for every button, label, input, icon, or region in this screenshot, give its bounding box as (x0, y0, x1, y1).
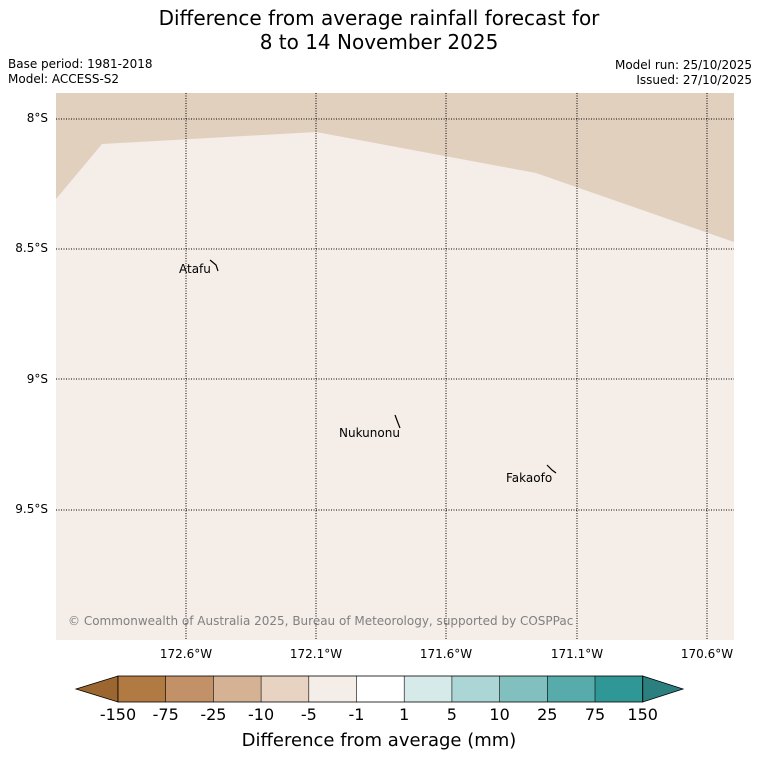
lon-label-172-6: 172.6°W (159, 647, 213, 661)
lon-label-171-1: 171.1°W (550, 647, 604, 661)
colorbar-segment (499, 676, 548, 702)
colorbar-tick-label: 150 (627, 705, 658, 724)
colorbar-tick-label: -25 (200, 705, 227, 724)
nukunonu-atoll-outline (394, 414, 401, 429)
map-title: Difference from average rainfall forecas… (0, 6, 758, 54)
model-text: Model: ACCESS-S2 (8, 72, 120, 86)
issued-text: Issued: 27/10/2025 (636, 73, 752, 87)
atafu-atoll-outline (209, 259, 219, 272)
colorbar-segment (451, 676, 500, 702)
place-label-nukunonu: Nukunonu (339, 426, 400, 440)
colorbar-segment (547, 676, 595, 702)
colorbar-outline (117, 675, 644, 703)
colorbar-tick-label: -150 (99, 705, 137, 724)
lat-label-8: 8°S (26, 111, 48, 125)
colorbar-tick-label: -5 (300, 705, 317, 724)
colorbar-segment (261, 676, 309, 702)
colorbar-segment (118, 676, 166, 702)
place-label-atafu: Atafu (179, 262, 211, 276)
lat-label-9-5: 9.5°S (15, 502, 48, 516)
place-label-fakaofo: Fakaofo (506, 471, 553, 485)
colorbar-tick-label: -75 (152, 705, 179, 724)
lon-label-170-6: 170.6°W (680, 647, 734, 661)
model-run-text: Model run: 25/10/2025 (614, 58, 752, 72)
colorbar-tick-label: 25 (537, 705, 558, 724)
meta-left: Base period: 1981-2018 Model: ACCESS-S2 (8, 57, 153, 87)
colorbar-segment (213, 676, 262, 702)
base-period-text: Base period: 1981-2018 (8, 57, 153, 71)
colorbar-extend-low (74, 675, 119, 703)
meta-right: Model run: 25/10/2025 Issued: 27/10/2025 (615, 58, 752, 88)
colorbar-tick-label: 1 (399, 705, 410, 724)
map-title-line-1: Difference from average rainfall forecas… (158, 6, 600, 30)
colorbar-segment (356, 676, 405, 702)
colorbar-title: Difference from average (mm) (241, 730, 517, 751)
colorbar-segment (404, 676, 452, 702)
lat-label-9: 9°S (26, 372, 48, 386)
colorbar-tick-label: 5 (446, 705, 457, 724)
colorbar-segment (308, 676, 357, 702)
lon-label-171-6: 171.6°W (419, 647, 473, 661)
colorbar-tick-label: -10 (248, 705, 275, 724)
colorbar-tick-label: 10 (489, 705, 510, 724)
copyright-credit: © Commonwealth of Australia 2025, Bureau… (68, 614, 574, 628)
map-canvas (56, 93, 734, 640)
colorbar-segment (595, 676, 643, 702)
map-panel (56, 93, 734, 640)
lon-label-172-1: 172.1°W (289, 647, 343, 661)
drier-region (56, 93, 734, 242)
colorbar-extend-high (642, 675, 685, 703)
fakaofo-atoll-outline (546, 464, 557, 474)
colorbar-tick-label: -1 (348, 705, 365, 724)
lat-label-8-5: 8.5°S (15, 241, 48, 255)
colorbar-tick-label: 75 (584, 705, 606, 724)
map-title-line-2: 8 to 14 November 2025 (259, 30, 499, 54)
colorbar-segment (165, 676, 214, 702)
